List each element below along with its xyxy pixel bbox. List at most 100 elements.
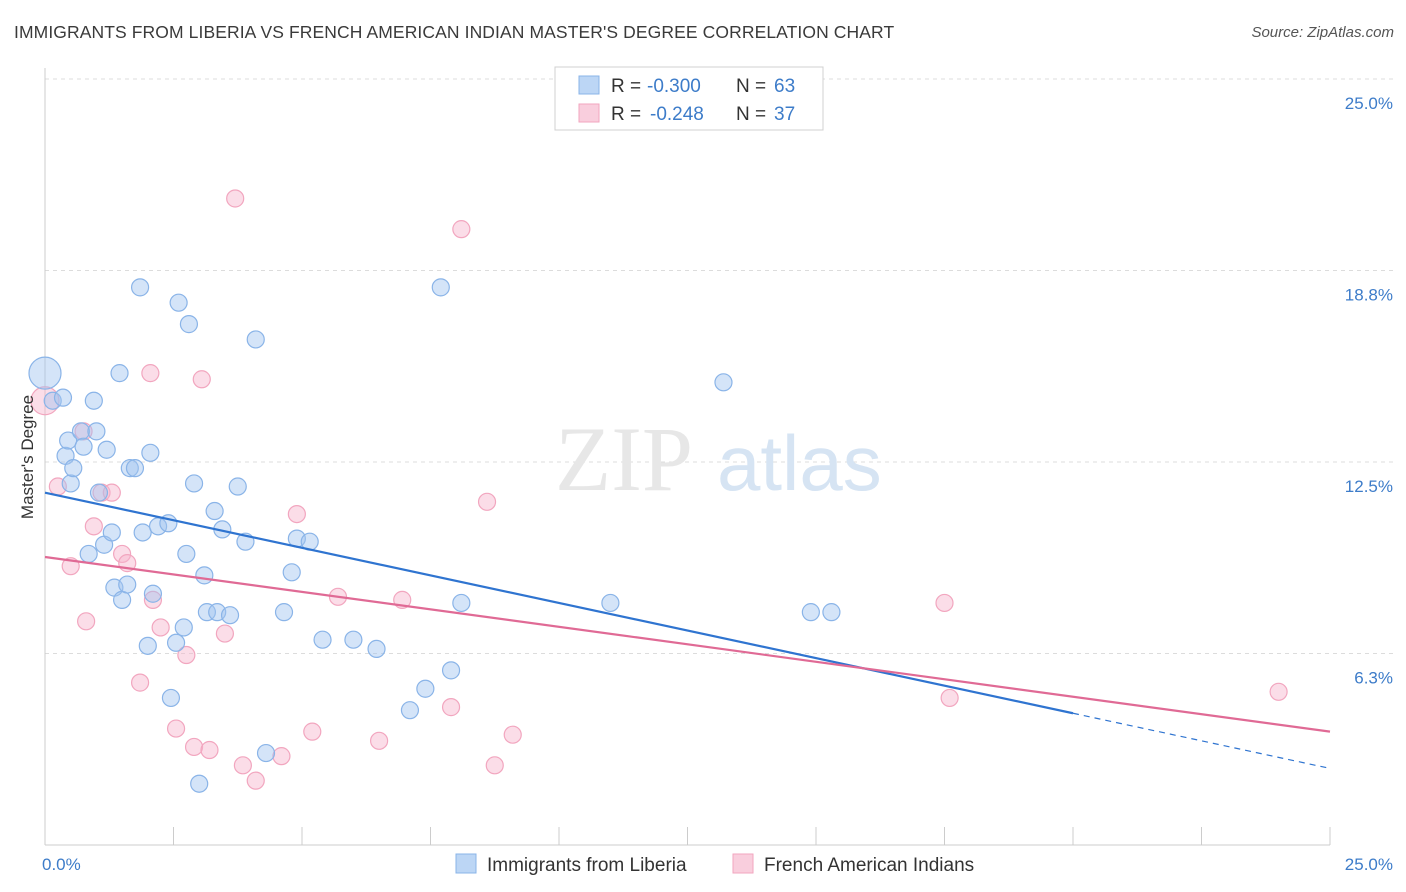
data-point-liberia bbox=[87, 422, 106, 441]
bottom-legend-label-1: Immigrants from Liberia bbox=[487, 855, 687, 876]
data-point-liberia bbox=[133, 523, 152, 542]
source-label: Source: ZipAtlas.com bbox=[1251, 24, 1394, 41]
axes bbox=[44, 68, 1331, 846]
data-point-liberia bbox=[97, 440, 116, 459]
data-point-french-american-indians bbox=[303, 722, 322, 741]
data-point-french-american-indians bbox=[177, 645, 196, 665]
data-point-french-american-indians bbox=[112, 544, 132, 564]
data-point-liberia bbox=[195, 566, 214, 585]
data-point-french-american-indians bbox=[272, 747, 291, 766]
y-tick-label: 18.8% bbox=[1345, 286, 1393, 305]
data-point-french-american-indians bbox=[84, 517, 103, 536]
data-point-liberia bbox=[179, 315, 199, 334]
data-point-liberia bbox=[400, 701, 420, 720]
data-point-liberia bbox=[177, 544, 196, 564]
y-tick-label: 6.3% bbox=[1354, 669, 1393, 688]
data-point-liberia bbox=[79, 544, 98, 564]
data-point-french-american-indians bbox=[30, 386, 60, 416]
bottom-legend-label-2: French American Indians bbox=[764, 855, 974, 876]
legend-n-value-2: 37 bbox=[774, 104, 795, 125]
x-tick-label-min: 0.0% bbox=[42, 855, 81, 874]
legend-n-label-2: N = bbox=[736, 104, 766, 125]
data-point-french-american-indians bbox=[477, 492, 497, 511]
data-point-liberia bbox=[64, 459, 83, 478]
data-point-french-american-indians bbox=[1269, 682, 1288, 701]
legend-r-value-1: -0.300 bbox=[647, 76, 701, 97]
watermark-atlas: atlas bbox=[717, 419, 882, 507]
data-point-liberia bbox=[89, 483, 109, 502]
data-point-liberia bbox=[130, 278, 150, 297]
trend-line-liberia-extension bbox=[1072, 712, 1331, 769]
correlation-legend: R = -0.300 N = 63 R = -0.248 N = 37 bbox=[554, 66, 824, 131]
data-point-liberia bbox=[61, 474, 80, 493]
data-point-liberia bbox=[112, 590, 132, 609]
data-point-liberia bbox=[110, 364, 129, 383]
data-point-liberia bbox=[256, 743, 276, 763]
data-point-liberia bbox=[822, 603, 841, 622]
data-point-liberia bbox=[125, 459, 145, 478]
data-point-liberia bbox=[282, 563, 301, 582]
data-point-french-american-indians bbox=[485, 756, 504, 775]
data-point-french-american-indians bbox=[452, 220, 471, 239]
data-point-french-american-indians bbox=[143, 590, 163, 609]
data-point-french-american-indians bbox=[940, 688, 959, 708]
data-point-liberia bbox=[714, 373, 733, 392]
data-point-liberia bbox=[143, 584, 163, 603]
bottom-legend-swatch-pink bbox=[732, 853, 754, 874]
data-point-french-american-indians bbox=[184, 737, 204, 757]
legend-n-label-1: N = bbox=[736, 76, 766, 97]
data-point-liberia bbox=[246, 330, 265, 349]
data-point-liberia bbox=[141, 443, 160, 462]
x-tick-label-max: 25.0% bbox=[1345, 855, 1393, 874]
data-point-liberia bbox=[184, 474, 204, 493]
data-point-liberia bbox=[43, 391, 62, 410]
y-tick-label: 12.5% bbox=[1345, 477, 1393, 496]
data-point-french-american-indians bbox=[141, 364, 160, 383]
legend-r-label-2: R = bbox=[611, 104, 641, 125]
trend-lines bbox=[44, 491, 1331, 769]
trend-line-liberia bbox=[44, 491, 1074, 715]
data-point-french-american-indians bbox=[166, 719, 186, 738]
bottom-legend-swatch-blue bbox=[455, 853, 477, 874]
data-point-liberia bbox=[197, 603, 217, 622]
data-point-liberia bbox=[174, 618, 193, 637]
trend-line-french-american-indians bbox=[44, 555, 1331, 733]
data-point-liberia bbox=[228, 477, 247, 496]
data-point-liberia bbox=[161, 688, 181, 708]
data-point-liberia bbox=[274, 603, 294, 622]
data-point-liberia bbox=[120, 459, 139, 478]
data-point-liberia bbox=[71, 422, 91, 441]
legend-box bbox=[554, 66, 824, 131]
y-axis-label: Master's Degree bbox=[18, 395, 37, 519]
data-point-french-american-indians bbox=[77, 612, 96, 631]
data-point-french-american-indians bbox=[102, 483, 121, 502]
legend-r-value-2: -0.248 bbox=[650, 104, 704, 125]
tick-labels: 6.3% 12.5% 18.8% 25.0% 0.0% 25.0% bbox=[42, 94, 1393, 874]
data-point-liberia bbox=[452, 593, 471, 613]
data-point-french-american-indians bbox=[226, 189, 245, 208]
data-point-liberia bbox=[344, 630, 363, 649]
data-point-french-american-indians bbox=[130, 673, 150, 692]
data-point-liberia bbox=[801, 603, 820, 622]
grid-lines bbox=[45, 78, 1395, 654]
data-point-liberia bbox=[416, 679, 435, 698]
data-point-french-american-indians bbox=[287, 504, 306, 524]
data-point-liberia bbox=[166, 633, 186, 652]
data-point-liberia bbox=[441, 661, 461, 680]
data-point-liberia bbox=[313, 630, 332, 649]
data-point-liberia bbox=[220, 606, 240, 625]
data-point-french-american-indians bbox=[246, 771, 265, 790]
legend-swatch-blue bbox=[578, 75, 600, 95]
data-point-french-american-indians bbox=[233, 756, 252, 775]
data-point-liberia bbox=[28, 356, 62, 390]
data-point-french-american-indians bbox=[441, 698, 461, 717]
data-point-french-american-indians bbox=[192, 370, 211, 389]
data-point-french-american-indians bbox=[151, 618, 170, 637]
data-point-french-american-indians bbox=[200, 740, 219, 760]
series-immigrants-from-liberia-points bbox=[28, 278, 841, 793]
watermark-zip: ZIP bbox=[555, 408, 693, 510]
data-point-french-american-indians bbox=[215, 624, 234, 643]
data-point-liberia bbox=[138, 636, 157, 655]
data-point-liberia bbox=[367, 639, 386, 659]
